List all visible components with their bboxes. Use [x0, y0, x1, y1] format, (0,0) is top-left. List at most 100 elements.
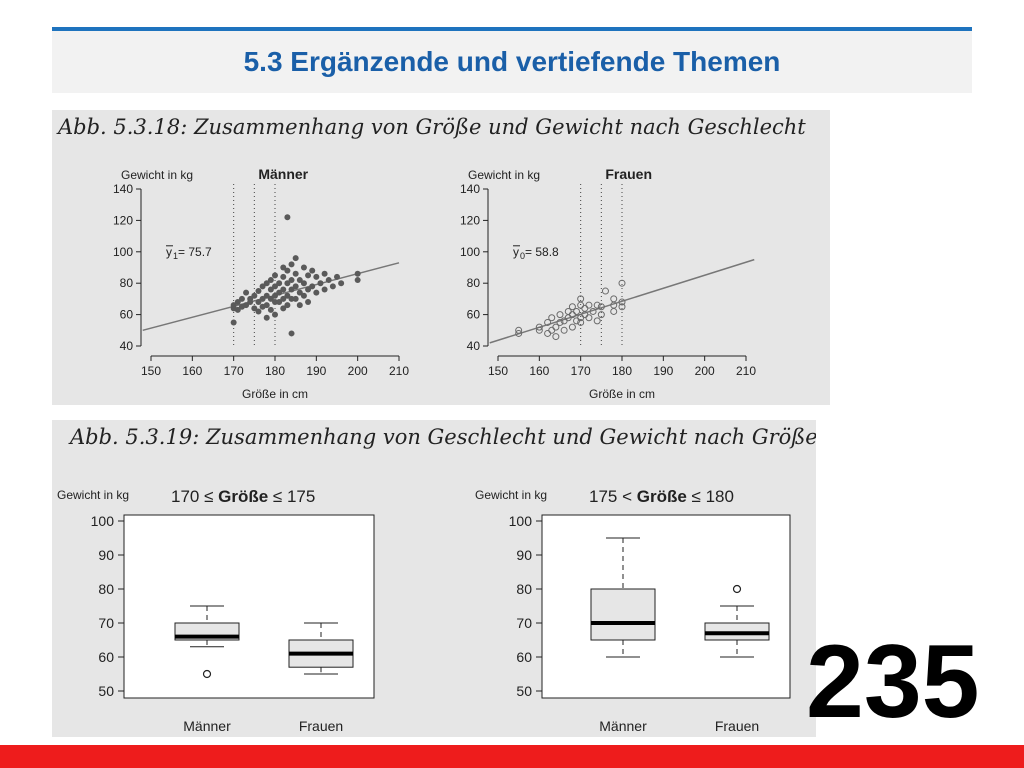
y-tick-label: 60 — [120, 308, 134, 322]
data-point — [552, 333, 560, 341]
x-tick-label: 190 — [653, 364, 673, 378]
chart-title: Männer — [258, 166, 308, 182]
figure-2-caption: Abb. 5.3.19: Zusammenhang von Geschlecht… — [68, 425, 816, 449]
data-point — [300, 280, 307, 287]
data-point — [263, 280, 270, 287]
data-point — [601, 287, 609, 295]
y-axis-label: Gewicht in kg — [121, 168, 193, 182]
data-point — [276, 299, 283, 306]
data-point — [593, 301, 601, 309]
data-point — [284, 280, 291, 287]
y-axis-label: Gewicht in kg — [468, 168, 540, 182]
x-tick-label: 170 — [571, 364, 591, 378]
data-point — [581, 304, 589, 312]
data-point — [354, 277, 361, 284]
y-tick-label: 90 — [516, 547, 532, 563]
annotation-value: = 58.8 — [525, 245, 559, 259]
data-point — [338, 280, 345, 287]
page-number: 235 — [806, 624, 980, 740]
data-point — [305, 299, 312, 306]
box — [590, 588, 656, 641]
data-point — [272, 283, 278, 290]
x-tick-label: 170 — [224, 364, 244, 378]
data-point — [329, 283, 336, 290]
data-point — [267, 286, 274, 293]
data-point — [589, 307, 597, 315]
annotation-value: = 75.7 — [178, 245, 212, 259]
data-point — [618, 279, 626, 287]
data-point — [280, 305, 287, 312]
data-point — [255, 288, 262, 295]
data-point — [259, 283, 266, 290]
data-point — [288, 277, 295, 284]
data-point — [251, 292, 258, 299]
data-point — [593, 317, 601, 325]
data-point — [272, 272, 278, 279]
data-point — [577, 295, 585, 303]
data-point — [305, 286, 312, 293]
data-point — [230, 302, 237, 309]
data-point — [259, 295, 266, 302]
x-tick-label: 200 — [695, 364, 715, 378]
page-title: 5.3 Ergänzende und vertiefende Themen — [243, 46, 781, 77]
data-point — [309, 283, 316, 290]
figure-1-svg: Abb. 5.3.18: Zusammenhang von Größe und … — [56, 115, 806, 401]
data-point — [548, 326, 556, 334]
data-point — [280, 264, 287, 271]
x-category-label: Männer — [599, 718, 647, 734]
data-point — [544, 318, 552, 326]
data-point — [272, 311, 278, 318]
data-point — [288, 330, 295, 337]
data-point — [284, 214, 291, 221]
chart-box-175-180: 50 60 70 80 90 100 Gewicht in kg 175 < Größe ≤ … — [475, 487, 791, 734]
data-point — [288, 286, 295, 293]
data-point — [288, 295, 295, 302]
data-point — [284, 302, 291, 309]
data-point — [280, 295, 287, 302]
y-tick-label: 70 — [98, 615, 114, 631]
data-point — [280, 286, 287, 293]
header-accent-line — [52, 27, 972, 31]
data-point — [577, 318, 585, 326]
data-point — [300, 264, 307, 271]
data-point — [313, 273, 320, 280]
data-point — [251, 305, 258, 312]
data-point — [300, 292, 307, 299]
y-tick-label: 60 — [98, 649, 114, 665]
annotation-subscript: 1 — [173, 251, 178, 261]
data-point — [272, 299, 278, 306]
data-point — [292, 295, 299, 302]
x-category-label: Frauen — [299, 718, 343, 734]
data-point — [255, 299, 262, 306]
data-point — [618, 298, 626, 306]
y-tick-label: 140 — [460, 182, 480, 196]
data-point — [597, 311, 605, 319]
x-tick-label: 180 — [265, 364, 285, 378]
data-point — [305, 272, 312, 279]
data-point — [321, 286, 328, 293]
data-point — [317, 280, 324, 287]
y-tick-label: 50 — [516, 683, 532, 699]
data-point — [515, 326, 523, 334]
y-tick-label: 100 — [113, 245, 133, 259]
y-tick-label: 120 — [460, 213, 480, 227]
plot-frame — [123, 514, 375, 699]
data-point — [568, 323, 576, 331]
data-point — [243, 302, 250, 309]
data-point — [321, 270, 328, 277]
chart-title: Frauen — [605, 166, 652, 182]
data-point — [234, 299, 241, 306]
chart-title: 170 ≤ Größe ≤ 175 — [171, 487, 315, 506]
data-point — [577, 301, 585, 309]
data-point — [296, 277, 303, 284]
y-tick-label: 120 — [113, 213, 133, 227]
data-point — [292, 283, 299, 290]
x-tick-label: 200 — [348, 364, 368, 378]
chart-box-170-175: 50 60 70 80 90 100 Gewicht in kg 170 ≤ Größe ≤ … — [57, 487, 375, 734]
data-point — [556, 311, 564, 319]
data-point — [535, 323, 543, 331]
y-tick-label: 80 — [467, 276, 481, 290]
data-point — [309, 267, 316, 274]
x-tick-label: 190 — [306, 364, 326, 378]
figure-1-caption: Abb. 5.3.18: Zusammenhang von Größe und … — [56, 115, 806, 139]
